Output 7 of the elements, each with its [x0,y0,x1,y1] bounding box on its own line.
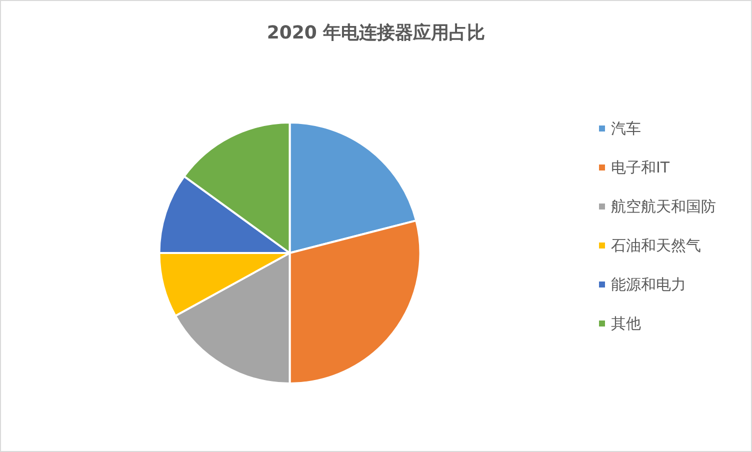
legend-label: 汽车 [611,120,641,138]
legend-label: 石油和天然气 [611,236,701,254]
legend-label: 航空航天和国防 [611,198,716,216]
chart-title: 2020 年电连接器应用占比 [266,22,486,44]
legend-label: 能源和电力 [611,276,686,294]
legend-label: 电子和IT [611,158,670,176]
legend-label: 其他 [611,314,641,332]
